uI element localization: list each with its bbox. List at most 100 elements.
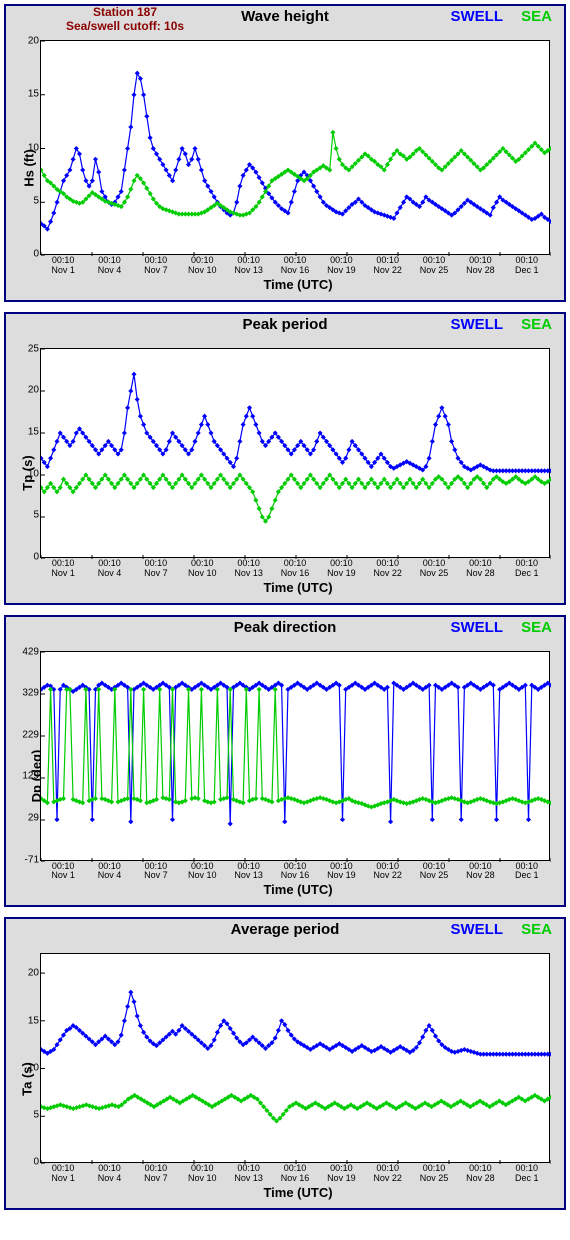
plot-area: 0510152025 xyxy=(40,348,550,558)
x-tick: 00:10Nov 4 xyxy=(86,256,132,276)
y-tick: 429 xyxy=(15,646,39,657)
y-tick: 0 xyxy=(15,551,39,562)
x-tick: 00:10Nov 25 xyxy=(411,256,457,276)
y-ticks: 05101520 xyxy=(15,41,39,254)
x-tick: 00:10Nov 25 xyxy=(411,559,457,579)
y-tick: 0 xyxy=(15,249,39,260)
x-tick: 00:10Nov 19 xyxy=(318,559,364,579)
legend: SWELL SEA xyxy=(450,921,552,938)
x-tick: 00:10Nov 1 xyxy=(40,1164,86,1184)
x-tick: 00:10Nov 28 xyxy=(457,256,503,276)
legend: SWELL SEA xyxy=(450,316,552,333)
x-tick: 00:10Nov 25 xyxy=(411,1164,457,1184)
legend-swell: SWELL xyxy=(450,8,503,25)
panel-wave-height: Station 187 Sea/swell cutoff: 10s Wave h… xyxy=(4,4,566,302)
panel-peak-period: Peak period SWELL SEA Tp (s) 0510152025 … xyxy=(4,312,566,605)
x-tick: 00:10Nov 10 xyxy=(179,1164,225,1184)
x-axis-label: Time (UTC) xyxy=(40,881,556,901)
y-tick: 229 xyxy=(15,729,39,740)
y-tick: 29 xyxy=(15,812,39,823)
y-tick: 25 xyxy=(15,343,39,354)
x-tick: 00:10Nov 16 xyxy=(272,559,318,579)
y-tick: 15 xyxy=(15,426,39,437)
y-tick: 5 xyxy=(15,510,39,521)
x-tick: 00:10Nov 19 xyxy=(318,256,364,276)
x-tick: 00:10Nov 10 xyxy=(179,862,225,882)
y-tick: 129 xyxy=(15,771,39,782)
x-tick: 00:10Nov 13 xyxy=(225,1164,271,1184)
x-tick: 00:10Nov 25 xyxy=(411,862,457,882)
x-tick: 00:10Nov 16 xyxy=(272,1164,318,1184)
x-tick: 00:10Nov 13 xyxy=(225,256,271,276)
panel-peak-direction: Peak direction SWELL SEA Dp (deg) -71291… xyxy=(4,615,566,908)
x-ticks: 00:10Nov 100:10Nov 400:10Nov 700:10Nov 1… xyxy=(40,861,550,882)
y-tick: 20 xyxy=(15,968,39,979)
x-tick: 00:10Nov 4 xyxy=(86,1164,132,1184)
legend-swell: SWELL xyxy=(450,921,503,938)
chart-title: Peak period xyxy=(242,316,327,333)
x-axis-label: Time (UTC) xyxy=(40,276,556,296)
x-tick: 00:10Nov 19 xyxy=(318,1164,364,1184)
chart-title: Peak direction xyxy=(234,619,337,636)
legend-swell: SWELL xyxy=(450,316,503,333)
x-tick: 00:10Nov 22 xyxy=(365,862,411,882)
station-label: Station 187 Sea/swell cutoff: 10s xyxy=(66,6,184,34)
legend-sea: SEA xyxy=(521,8,552,25)
series-sea xyxy=(41,1093,551,1124)
panel-average-period: Average period SWELL SEA Ta (s) 05101520… xyxy=(4,917,566,1210)
plot-area: -7129129229329429 xyxy=(40,651,550,861)
x-ticks: 00:10Nov 100:10Nov 400:10Nov 700:10Nov 1… xyxy=(40,1163,550,1184)
x-tick: 00:10Nov 1 xyxy=(40,862,86,882)
x-tick: 00:10Nov 7 xyxy=(133,1164,179,1184)
series-sea xyxy=(41,686,551,809)
y-tick: 10 xyxy=(15,468,39,479)
chart-title: Average period xyxy=(231,921,340,938)
x-tick: 00:10Nov 4 xyxy=(86,862,132,882)
x-tick: 00:10Nov 13 xyxy=(225,559,271,579)
x-tick: 00:10Nov 7 xyxy=(133,256,179,276)
x-tick: 00:10Nov 16 xyxy=(272,862,318,882)
series-swell xyxy=(41,371,551,473)
x-tick: 00:10Nov 1 xyxy=(40,256,86,276)
y-tick: 15 xyxy=(15,89,39,100)
y-tick: 5 xyxy=(15,195,39,206)
x-tick: 00:10Dec 1 xyxy=(504,862,550,882)
y-tick: 329 xyxy=(15,688,39,699)
y-tick: 10 xyxy=(15,1062,39,1073)
legend: SWELL SEA xyxy=(450,8,552,25)
y-tick: 20 xyxy=(15,385,39,396)
legend-swell: SWELL xyxy=(450,619,503,636)
x-tick: 00:10Nov 19 xyxy=(318,862,364,882)
series-swell xyxy=(41,990,551,1057)
y-ticks: 0510152025 xyxy=(15,349,39,557)
x-tick: 00:10Dec 1 xyxy=(504,559,550,579)
x-tick: 00:10Nov 13 xyxy=(225,862,271,882)
x-tick: 00:10Dec 1 xyxy=(504,256,550,276)
x-tick: 00:10Dec 1 xyxy=(504,1164,550,1184)
x-tick: 00:10Nov 4 xyxy=(86,559,132,579)
x-tick: 00:10Nov 10 xyxy=(179,559,225,579)
x-tick: 00:10Nov 1 xyxy=(40,559,86,579)
x-tick: 00:10Nov 22 xyxy=(365,559,411,579)
x-tick: 00:10Nov 16 xyxy=(272,256,318,276)
x-ticks: 00:10Nov 100:10Nov 400:10Nov 700:10Nov 1… xyxy=(40,255,550,276)
x-tick: 00:10Nov 10 xyxy=(179,256,225,276)
x-tick: 00:10Nov 28 xyxy=(457,559,503,579)
y-ticks: 05101520 xyxy=(15,954,39,1162)
x-axis-label: Time (UTC) xyxy=(40,579,556,599)
plot-area: 05101520 xyxy=(40,40,550,255)
series-swell xyxy=(41,680,551,826)
x-tick: 00:10Nov 22 xyxy=(365,256,411,276)
legend-sea: SEA xyxy=(521,619,552,636)
y-ticks: -7129129229329429 xyxy=(15,652,39,860)
series-sea xyxy=(41,472,551,523)
x-tick: 00:10Nov 28 xyxy=(457,862,503,882)
y-tick: 0 xyxy=(15,1157,39,1168)
x-tick: 00:10Nov 7 xyxy=(133,559,179,579)
x-tick: 00:10Nov 28 xyxy=(457,1164,503,1184)
y-tick: -71 xyxy=(15,854,39,865)
y-tick: 10 xyxy=(15,142,39,153)
x-tick: 00:10Nov 7 xyxy=(133,862,179,882)
legend-sea: SEA xyxy=(521,921,552,938)
x-tick: 00:10Nov 22 xyxy=(365,1164,411,1184)
